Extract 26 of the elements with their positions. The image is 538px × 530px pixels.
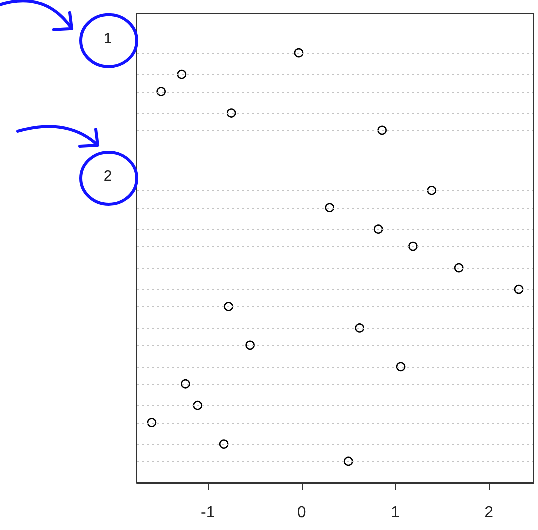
point [294,48,304,58]
point [427,186,437,196]
point [156,87,166,96]
point [355,324,364,333]
point [181,379,190,389]
point [177,70,187,80]
point [344,456,354,466]
point [396,362,406,372]
x-tick-label: 1 [390,504,400,522]
point [454,263,464,273]
point [374,224,384,234]
text: 1 [104,30,112,48]
point [408,242,418,252]
point [378,126,387,136]
point [224,302,234,312]
point [246,340,255,350]
point [226,108,236,118]
x-tick-label: 0 [297,504,306,522]
point [219,440,229,449]
point [325,203,335,212]
text: 2 [104,168,112,185]
point [193,400,203,410]
point [147,418,157,428]
point [514,284,524,294]
x-tick-label: -1 [201,504,216,522]
x-tick-label: 2 [484,504,494,522]
